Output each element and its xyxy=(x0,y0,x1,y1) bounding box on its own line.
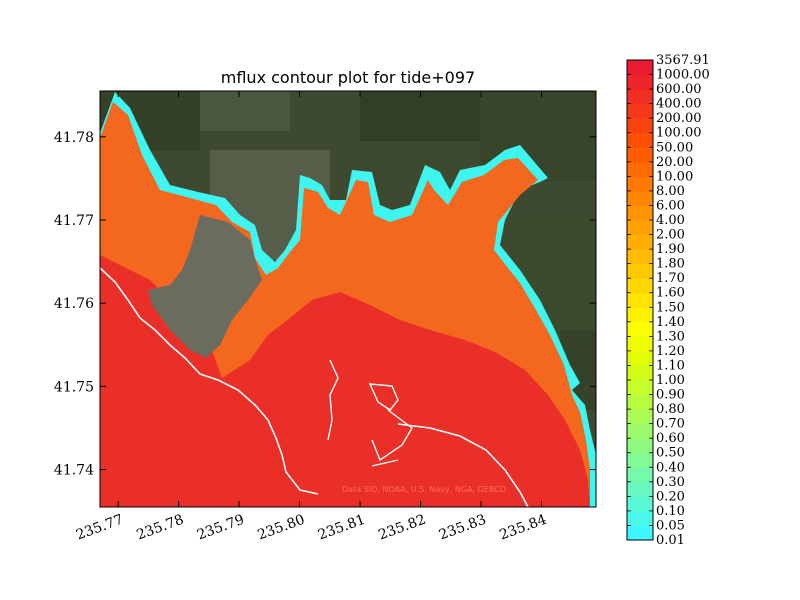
y-tick-label: 41.76 xyxy=(54,296,94,312)
colorbar-label: 0.60 xyxy=(656,431,685,446)
colorbar-label: 1.30 xyxy=(656,329,685,344)
y-tick-label: 41.74 xyxy=(54,463,94,479)
colorbar-band xyxy=(627,452,653,468)
colorbar-label: 3567.91 xyxy=(656,53,710,68)
colorbar-label: 1000.00 xyxy=(656,68,710,83)
colorbar-label: 8.00 xyxy=(656,184,685,199)
y-axis: 41.74 41.75 41.76 41.77 41.78 xyxy=(54,130,596,479)
colorbar-band xyxy=(627,263,653,279)
colorbar-label: 20.00 xyxy=(656,155,693,170)
colorbar-band xyxy=(627,234,653,250)
colorbar-band xyxy=(627,481,653,497)
colorbar-band xyxy=(627,220,653,236)
colorbar-band xyxy=(627,147,653,163)
x-tick-label: 235.77 xyxy=(74,512,126,544)
x-tick-label: 235.79 xyxy=(195,512,247,544)
colorbar-label: 0.40 xyxy=(656,460,685,475)
colorbar-label: 0.10 xyxy=(656,504,685,519)
shoreline-outline xyxy=(397,423,529,507)
x-tick-label: 235.78 xyxy=(134,512,186,544)
colorbar-label: 50.00 xyxy=(656,140,693,155)
colorbar-band xyxy=(627,394,653,410)
jetty-outline xyxy=(327,359,413,467)
y-tick-label: 41.75 xyxy=(54,379,94,395)
colorbar-frame xyxy=(626,59,654,541)
map-attribution: Data SIO, NOAA, U.S. Navy, NGA, GEBCO xyxy=(342,485,506,494)
colorbar-band xyxy=(627,336,653,352)
colorbar-band xyxy=(627,409,653,425)
coastline xyxy=(100,267,319,495)
colorbar-band xyxy=(627,161,653,177)
colorbar-band xyxy=(627,118,653,134)
plot-frame xyxy=(99,90,597,508)
colorbar-band xyxy=(627,89,653,105)
colorbar-label: 0.05 xyxy=(656,518,685,533)
x-tick-label: 235.84 xyxy=(497,512,549,544)
colorbar-band xyxy=(627,510,653,526)
colorbar-band xyxy=(627,74,653,90)
x-tick-label: 235.81 xyxy=(316,512,368,544)
colorbar-band xyxy=(627,190,653,206)
colorbar-band xyxy=(627,176,653,192)
colorbar-band xyxy=(627,365,653,381)
map-plot-area: Data SIO, NOAA, U.S. Navy, NGA, GEBCO xyxy=(100,91,596,507)
colorbar-label: 1.90 xyxy=(656,242,685,257)
x-tick-label: 235.82 xyxy=(376,512,428,544)
colorbar-band xyxy=(627,249,653,265)
colorbar-label: 0.80 xyxy=(656,402,685,417)
colorbar-band xyxy=(627,307,653,323)
colorbar-label: 1.20 xyxy=(656,344,685,359)
colorbar-band xyxy=(627,132,653,148)
colorbar-label: 4.00 xyxy=(656,213,685,228)
colorbar-label: 0.01 xyxy=(656,533,685,548)
y-tick-label: 41.77 xyxy=(54,213,94,229)
colorbar-band xyxy=(627,103,653,119)
colorbar-band xyxy=(627,467,653,483)
colorbar-band xyxy=(627,321,653,337)
high-flux-region xyxy=(100,255,590,507)
colorbar-band xyxy=(627,350,653,366)
colorbar-band xyxy=(627,423,653,439)
colorbar-label: 1.10 xyxy=(656,358,685,373)
colorbar-label: 1.50 xyxy=(656,300,685,315)
colorbar-label: 0.70 xyxy=(656,417,685,432)
colorbar-band xyxy=(627,205,653,221)
colorbar-band xyxy=(627,438,653,454)
chart-title: mflux contour plot for tide+097 xyxy=(221,68,475,87)
colorbar-band xyxy=(627,525,653,541)
colorbar-label: 1.60 xyxy=(656,286,685,301)
colorbar-label: 1.40 xyxy=(656,315,685,330)
colorbar-band xyxy=(627,496,653,512)
colorbar-band xyxy=(627,380,653,396)
x-tick-label: 235.80 xyxy=(255,512,307,544)
colorbar-label: 1.70 xyxy=(656,271,685,286)
colorbar-label: 0.20 xyxy=(656,489,685,504)
colorbar-label: 0.90 xyxy=(656,388,685,403)
colorbar-band xyxy=(627,278,653,294)
colorbar: 0.010.050.100.200.300.400.500.600.700.80… xyxy=(626,53,710,548)
colorbar-label: 400.00 xyxy=(656,97,702,112)
colorbar-label: 200.00 xyxy=(656,111,702,126)
colorbar-label: 0.30 xyxy=(656,475,685,490)
town-land-patch xyxy=(148,215,262,358)
colorbar-label: 0.50 xyxy=(656,446,685,461)
colorbar-band xyxy=(627,60,653,76)
x-tick-label: 235.83 xyxy=(437,512,489,544)
y-tick-label: 41.78 xyxy=(54,130,94,146)
colorbar-label: 100.00 xyxy=(656,126,702,141)
colorbar-label: 1.80 xyxy=(656,257,685,272)
colorbar-label: 2.00 xyxy=(656,228,685,243)
colorbar-label: 6.00 xyxy=(656,198,685,213)
colorbar-band xyxy=(627,292,653,308)
colorbar-label: 10.00 xyxy=(656,169,693,184)
colorbar-label: 600.00 xyxy=(656,82,702,97)
colorbar-label: 1.00 xyxy=(656,373,685,388)
